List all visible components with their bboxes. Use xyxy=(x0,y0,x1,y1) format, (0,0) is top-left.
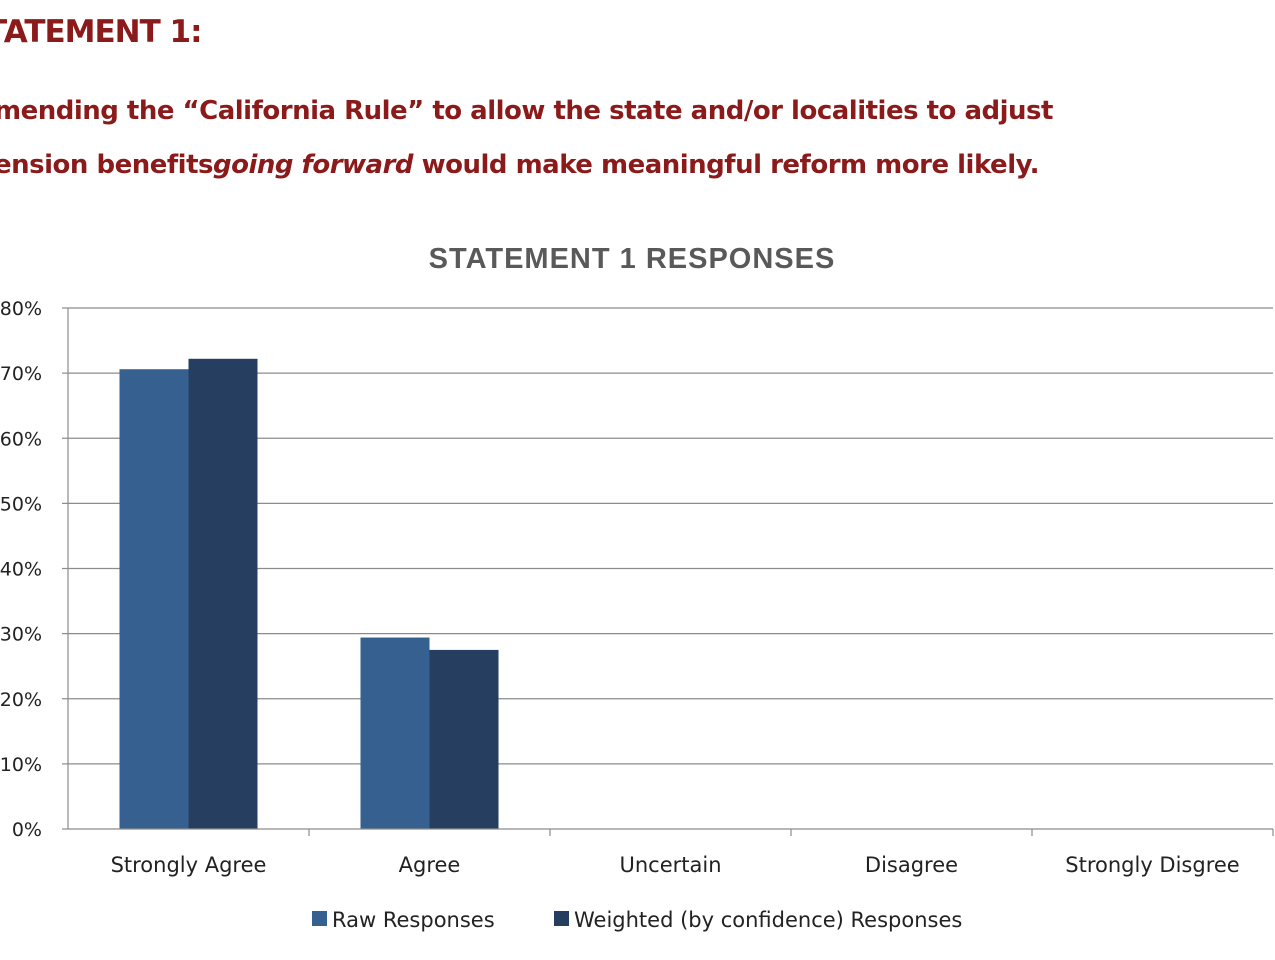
legend-swatch xyxy=(312,911,327,926)
bar xyxy=(360,637,430,829)
y-tick-label: 70% xyxy=(0,363,42,385)
chart-title: STATEMENT 1 RESPONSES xyxy=(429,243,836,275)
statement-line-2-start: ension benefits xyxy=(0,150,213,180)
legend: Raw Responses Weighted (by confidence) Re… xyxy=(312,908,962,932)
x-category-label: Disagree xyxy=(865,853,958,877)
x-axis-category-labels: Strongly Agree Agree Uncertain Disagree Stro… xyxy=(111,853,1240,877)
bar xyxy=(188,358,258,829)
y-tick-label: 30% xyxy=(0,624,42,646)
statement-text: mending the “California Rule” to allow t… xyxy=(0,84,1053,192)
y-tick-label: 10% xyxy=(0,754,42,776)
gridlines xyxy=(68,307,1273,765)
y-tick-label: 0% xyxy=(12,819,42,841)
x-category-label: Agree xyxy=(399,853,461,877)
slide-heading: TATEMENT 1: xyxy=(0,14,203,50)
y-tick-label: 20% xyxy=(0,689,42,711)
legend-label: Raw Responses xyxy=(332,908,495,932)
axes xyxy=(62,307,1274,836)
y-tick-label: 40% xyxy=(0,559,42,581)
y-axis-tick-labels: 0% 10% 20% 30% 40% 50% 60% 70% 80% xyxy=(0,298,42,841)
y-tick-label: 50% xyxy=(0,493,42,515)
x-category-label: Strongly Agree xyxy=(111,853,267,877)
x-category-label: Strongly Disgree xyxy=(1065,853,1239,877)
bars xyxy=(119,358,499,829)
bar xyxy=(429,649,499,829)
bar xyxy=(119,369,189,829)
statement-emphasis: going forward xyxy=(212,150,414,180)
statement-line-1: mending the “California Rule” to allow t… xyxy=(0,96,1053,126)
x-category-label: Uncertain xyxy=(619,853,721,877)
legend-label: Weighted (by confidence) Responses xyxy=(574,908,962,932)
statement-line-2-end: would make meaningful reform more likely… xyxy=(413,150,1040,180)
legend-swatch xyxy=(554,911,569,926)
y-tick-label: 60% xyxy=(0,428,42,450)
y-tick-label: 80% xyxy=(0,298,42,320)
